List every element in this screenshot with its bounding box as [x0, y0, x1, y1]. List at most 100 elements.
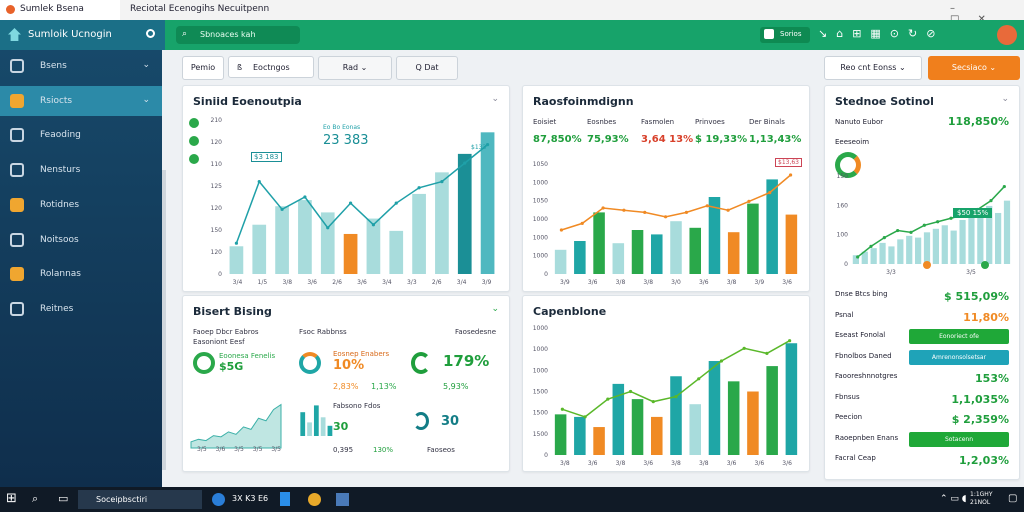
- search-icon[interactable]: ⌕: [32, 492, 39, 505]
- stat-label: Fasmolen: [641, 118, 675, 126]
- bar: [412, 193, 426, 274]
- sidebar-label: Nensturs: [40, 165, 81, 176]
- row-button[interactable]: Amrenonsolsetsar: [909, 349, 1009, 365]
- bar: [612, 383, 625, 455]
- avatar[interactable]: [997, 25, 1017, 45]
- panel-menu[interactable]: ⌄: [1001, 94, 1009, 104]
- x-tick-label: 3/4: [457, 279, 467, 286]
- text: Faoep Dbcr Eabros: [193, 328, 259, 336]
- line-point: [697, 377, 701, 381]
- sidebar-item[interactable]: Noitsoos: [0, 225, 162, 255]
- scrollbar: [162, 170, 166, 470]
- stat-label: Prinvoes: [695, 118, 725, 126]
- window-controls[interactable]: –□✕: [950, 3, 986, 25]
- bar: [906, 235, 913, 264]
- panel-menu[interactable]: ⌄: [491, 304, 499, 314]
- text: Faoseos: [427, 446, 455, 454]
- tool-button[interactable]: Pemio: [182, 56, 224, 80]
- y-tick-label: 0: [844, 261, 848, 268]
- action-button[interactable]: Secsiaco ⌄: [928, 56, 1020, 80]
- sidebar-item[interactable]: Reitnes: [0, 294, 162, 324]
- x-tick-label: 3/0: [671, 279, 681, 286]
- stat: 1,13%: [371, 382, 397, 391]
- text: Eoonesa Fenelis: [219, 352, 276, 360]
- line-point: [651, 400, 655, 404]
- legend-dot: [189, 154, 199, 164]
- bar: [870, 248, 877, 264]
- row-value: $ 2,359%: [951, 413, 1009, 426]
- task-view[interactable]: ▭: [58, 492, 69, 505]
- line-point: [949, 216, 953, 220]
- x-tick-label: 3/5: [234, 446, 244, 453]
- y-tick-label: 150: [211, 227, 223, 234]
- line-point: [747, 199, 751, 203]
- bar: [986, 205, 993, 264]
- sidebar-item[interactable]: Nensturs: [0, 155, 162, 185]
- tool-button[interactable]: Rad ⌄: [318, 56, 392, 80]
- summary-row: Raoepnben Enans Sotacenn: [835, 431, 1009, 450]
- line: [561, 174, 792, 231]
- x-tick-label: 1/5: [258, 279, 268, 286]
- sidebar-item[interactable]: Rsiocts ⌄: [0, 85, 162, 116]
- line-point: [856, 255, 860, 259]
- panel-menu[interactable]: ⌄: [491, 94, 499, 104]
- row-button[interactable]: Eonoriect ofe: [909, 329, 1009, 344]
- notifications[interactable]: ▢: [1008, 493, 1018, 504]
- bar: [313, 405, 319, 436]
- sidebar-item[interactable]: Rolannas: [0, 259, 162, 289]
- sidebar-icon: [10, 59, 24, 73]
- app-icon[interactable]: [212, 493, 225, 506]
- bar: [852, 255, 859, 264]
- x-tick-label: 3/6: [215, 446, 226, 453]
- tray-icons[interactable]: ⌃ ▭ ◖: [940, 494, 967, 504]
- bar: [708, 361, 721, 455]
- line-point: [788, 173, 793, 177]
- summary-row: Faooreshnnotgres 153%: [835, 372, 1009, 388]
- line-point: [726, 208, 730, 212]
- line-point: [583, 415, 587, 419]
- sidebar-label: Bsens: [40, 61, 67, 71]
- x-tick-label: 3/4: [233, 279, 243, 286]
- stat-value: $ 19,33%: [695, 134, 748, 145]
- badge[interactable]: Sorios: [760, 27, 810, 43]
- line-point: [417, 186, 421, 190]
- sidebar-icon: [10, 232, 24, 247]
- tool-button[interactable]: ß Eoctngos: [228, 56, 314, 78]
- sidebar-item[interactable]: Rotidnes: [0, 190, 162, 220]
- sidebar-item[interactable]: Bsens ⌄: [0, 51, 162, 81]
- row-button[interactable]: Sotacenn: [909, 431, 1009, 447]
- bar: [320, 212, 335, 274]
- area: [190, 403, 282, 449]
- tool-button[interactable]: Q Dat: [396, 56, 458, 80]
- app-icon[interactable]: [336, 493, 349, 506]
- sidebar-item[interactable]: Feaoding: [0, 120, 162, 150]
- x-tick-label: 3/6: [699, 279, 709, 286]
- line-point: [440, 180, 444, 184]
- x-tick-label: 3/6: [782, 460, 792, 467]
- start-button[interactable]: ⊞: [6, 491, 17, 506]
- app-icon[interactable]: [308, 493, 321, 506]
- panel-title: Bisert Bising: [193, 305, 272, 318]
- sidebar-label: Reitnes: [40, 303, 74, 314]
- filter-dropdown[interactable]: Reo cnt Eonss ⌄: [824, 56, 922, 80]
- header-icons[interactable]: ↘⌂⊞▦⊙↻⊘: [818, 27, 945, 40]
- bar: [959, 220, 966, 264]
- legend-dot: [923, 261, 931, 269]
- line-point: [303, 195, 307, 199]
- bar: [631, 230, 644, 274]
- line-point: [628, 389, 633, 394]
- search-box[interactable]: ⌕ Sbnoaces kah: [176, 26, 300, 44]
- x-tick-label: 3/8: [282, 279, 292, 286]
- bar: [995, 212, 1002, 264]
- tab[interactable]: Sumlek Bsena: [0, 0, 120, 20]
- taskbar-search-text: Soceipbsctiri: [96, 495, 148, 504]
- line-point: [705, 204, 709, 208]
- app-icon[interactable]: [280, 492, 290, 506]
- taskbar-search[interactable]: Soceipbsctiri: [78, 490, 202, 509]
- y-tick-label: 120: [211, 205, 223, 212]
- row-value: 1,1,035%: [951, 392, 1009, 406]
- bar: [651, 416, 663, 455]
- performance-chart: 1050 1000 1050 1000 1000 1000 0 3/9 3/6 3/8 3/8 3/0…: [533, 161, 798, 286]
- row-label: Faooreshnnotgres: [835, 372, 898, 380]
